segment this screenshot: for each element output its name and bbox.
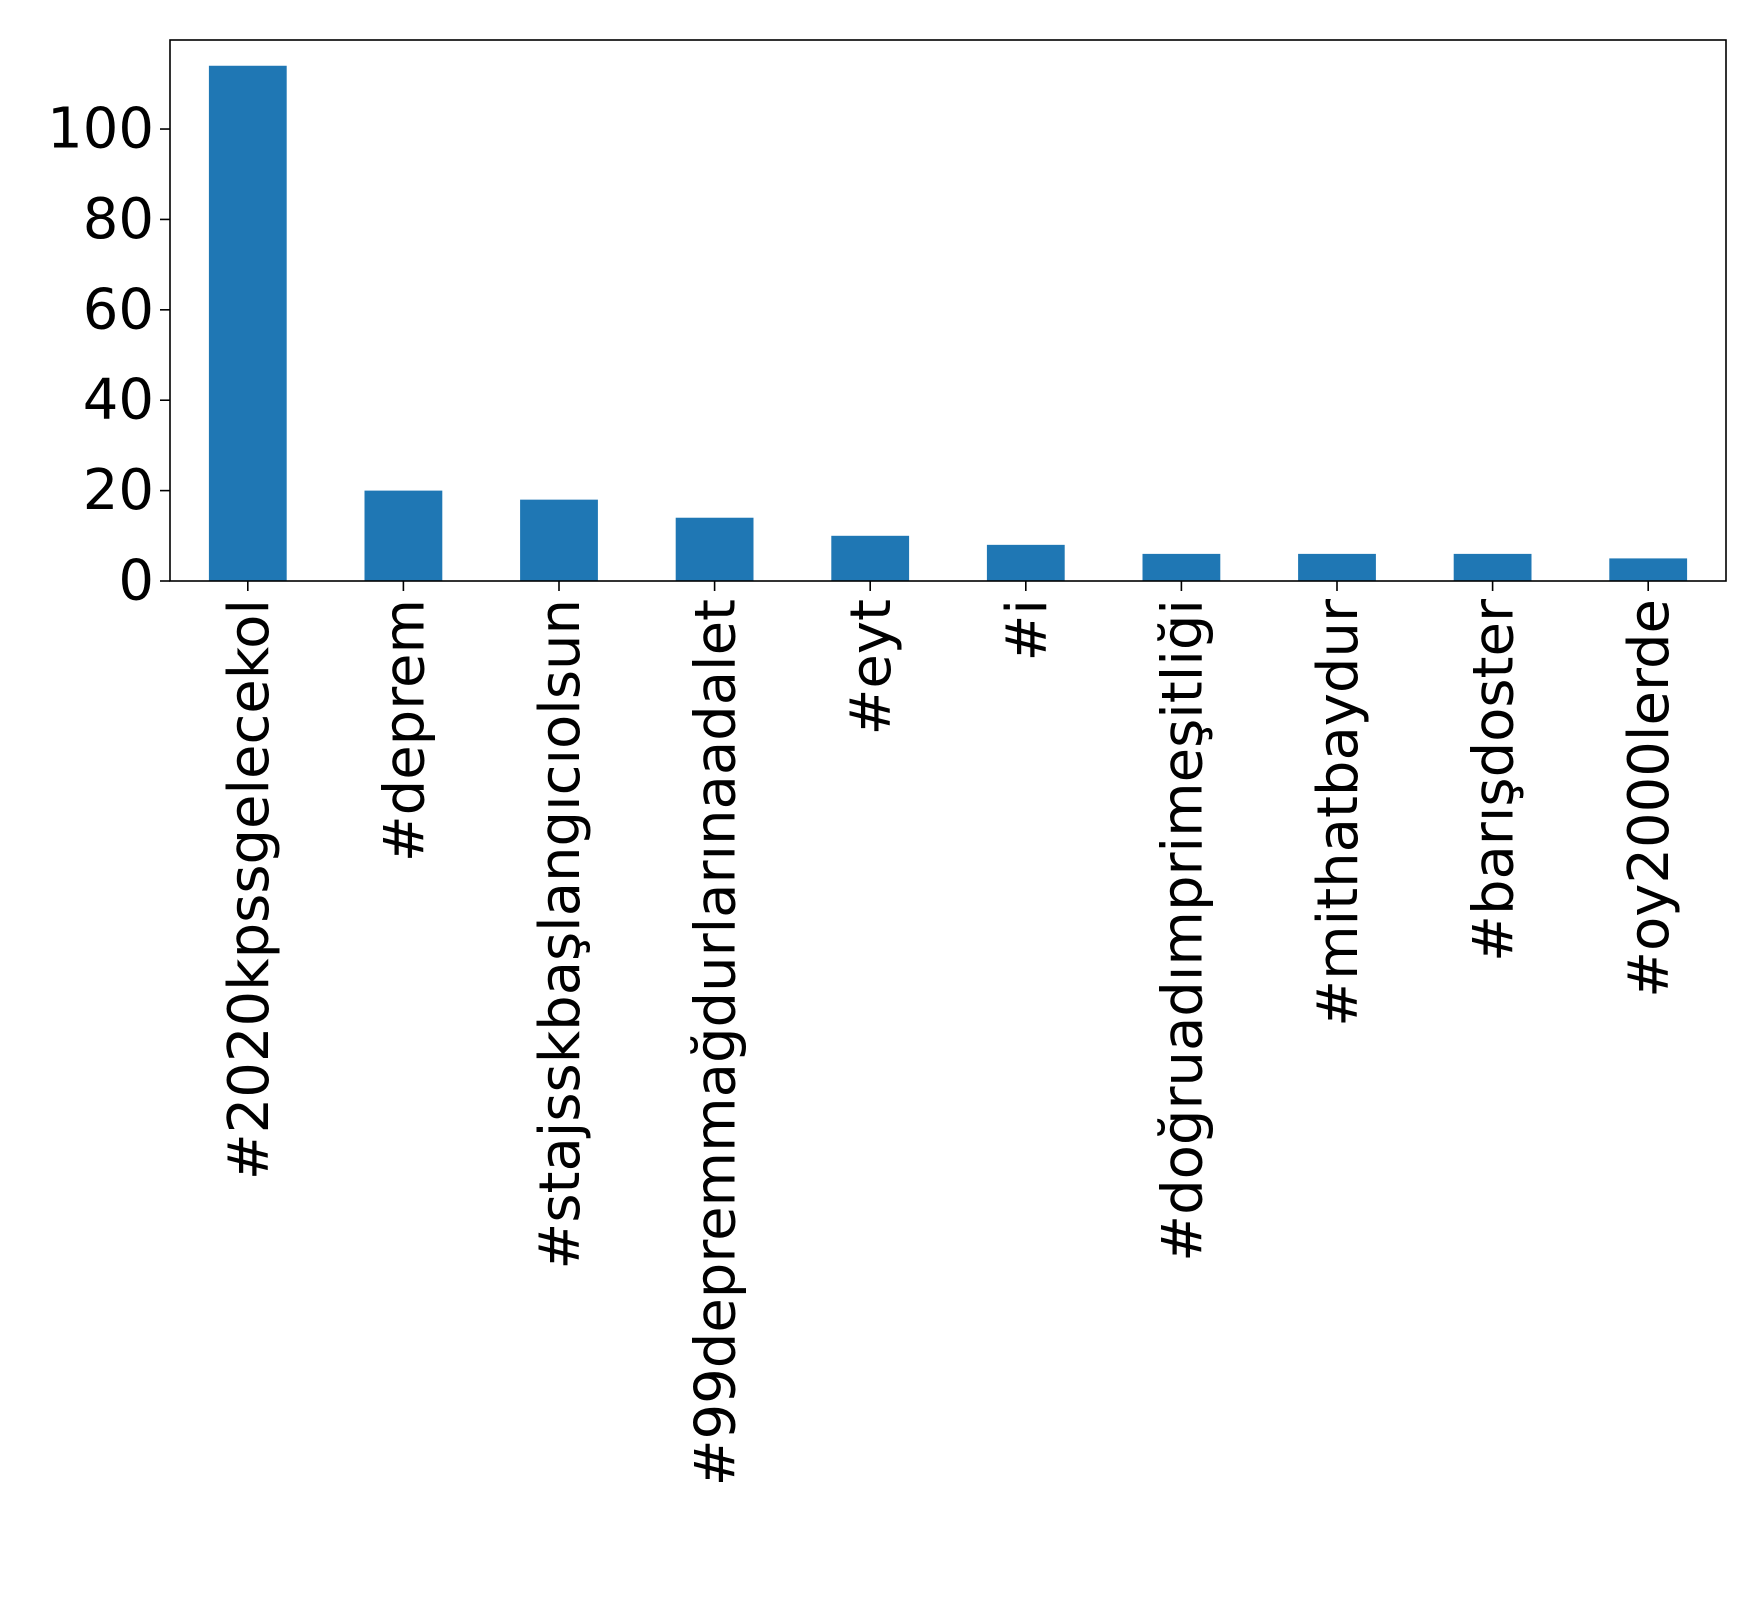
x-tick-label-7: #mithatbaydur — [1306, 598, 1371, 1027]
bar-9 — [1609, 558, 1688, 581]
x-tick-label-1: #deprem — [372, 599, 437, 862]
bar-5 — [986, 544, 1065, 581]
bar-7 — [1298, 553, 1376, 581]
x-tick-label-5: #i — [995, 599, 1060, 661]
bar-6 — [1142, 553, 1221, 581]
y-tick-label-1: 20 — [83, 458, 154, 523]
x-tick-label-4: #eyt — [839, 599, 904, 735]
bar-8 — [1453, 553, 1532, 581]
x-tick-label-9: #oy2000lerde — [1617, 599, 1682, 998]
y-tick-label-4: 80 — [83, 187, 154, 252]
bar-2 — [520, 499, 598, 581]
x-tick-label-3: #99depremmağdurlarınaadalet — [684, 599, 749, 1486]
bar-1 — [364, 490, 443, 581]
bar-0 — [208, 65, 287, 581]
x-tick-label-6: #doğruadımprimeşitliği — [1150, 599, 1215, 1262]
y-axis: 0 20 40 60 80 100 — [47, 97, 170, 614]
y-tick-label-3: 60 — [83, 277, 154, 342]
y-tick-label-5: 100 — [47, 97, 154, 162]
x-axis: #2020kpssgelecekol #deprem #stajsskbaşlang… — [217, 581, 1682, 1486]
bars-group — [208, 65, 1688, 581]
plot-frame — [169, 39, 1727, 582]
bar-4 — [831, 535, 910, 581]
bar-3 — [675, 517, 754, 581]
x-tick-label-8: #barışdoster — [1462, 598, 1527, 962]
y-tick-label-0: 0 — [118, 549, 154, 614]
x-tick-label-0: #2020kpssgelecekol — [217, 599, 282, 1180]
y-tick-label-2: 40 — [83, 368, 154, 433]
x-tick-label-2: #stajsskbaşlangıcıolsun — [528, 599, 593, 1270]
